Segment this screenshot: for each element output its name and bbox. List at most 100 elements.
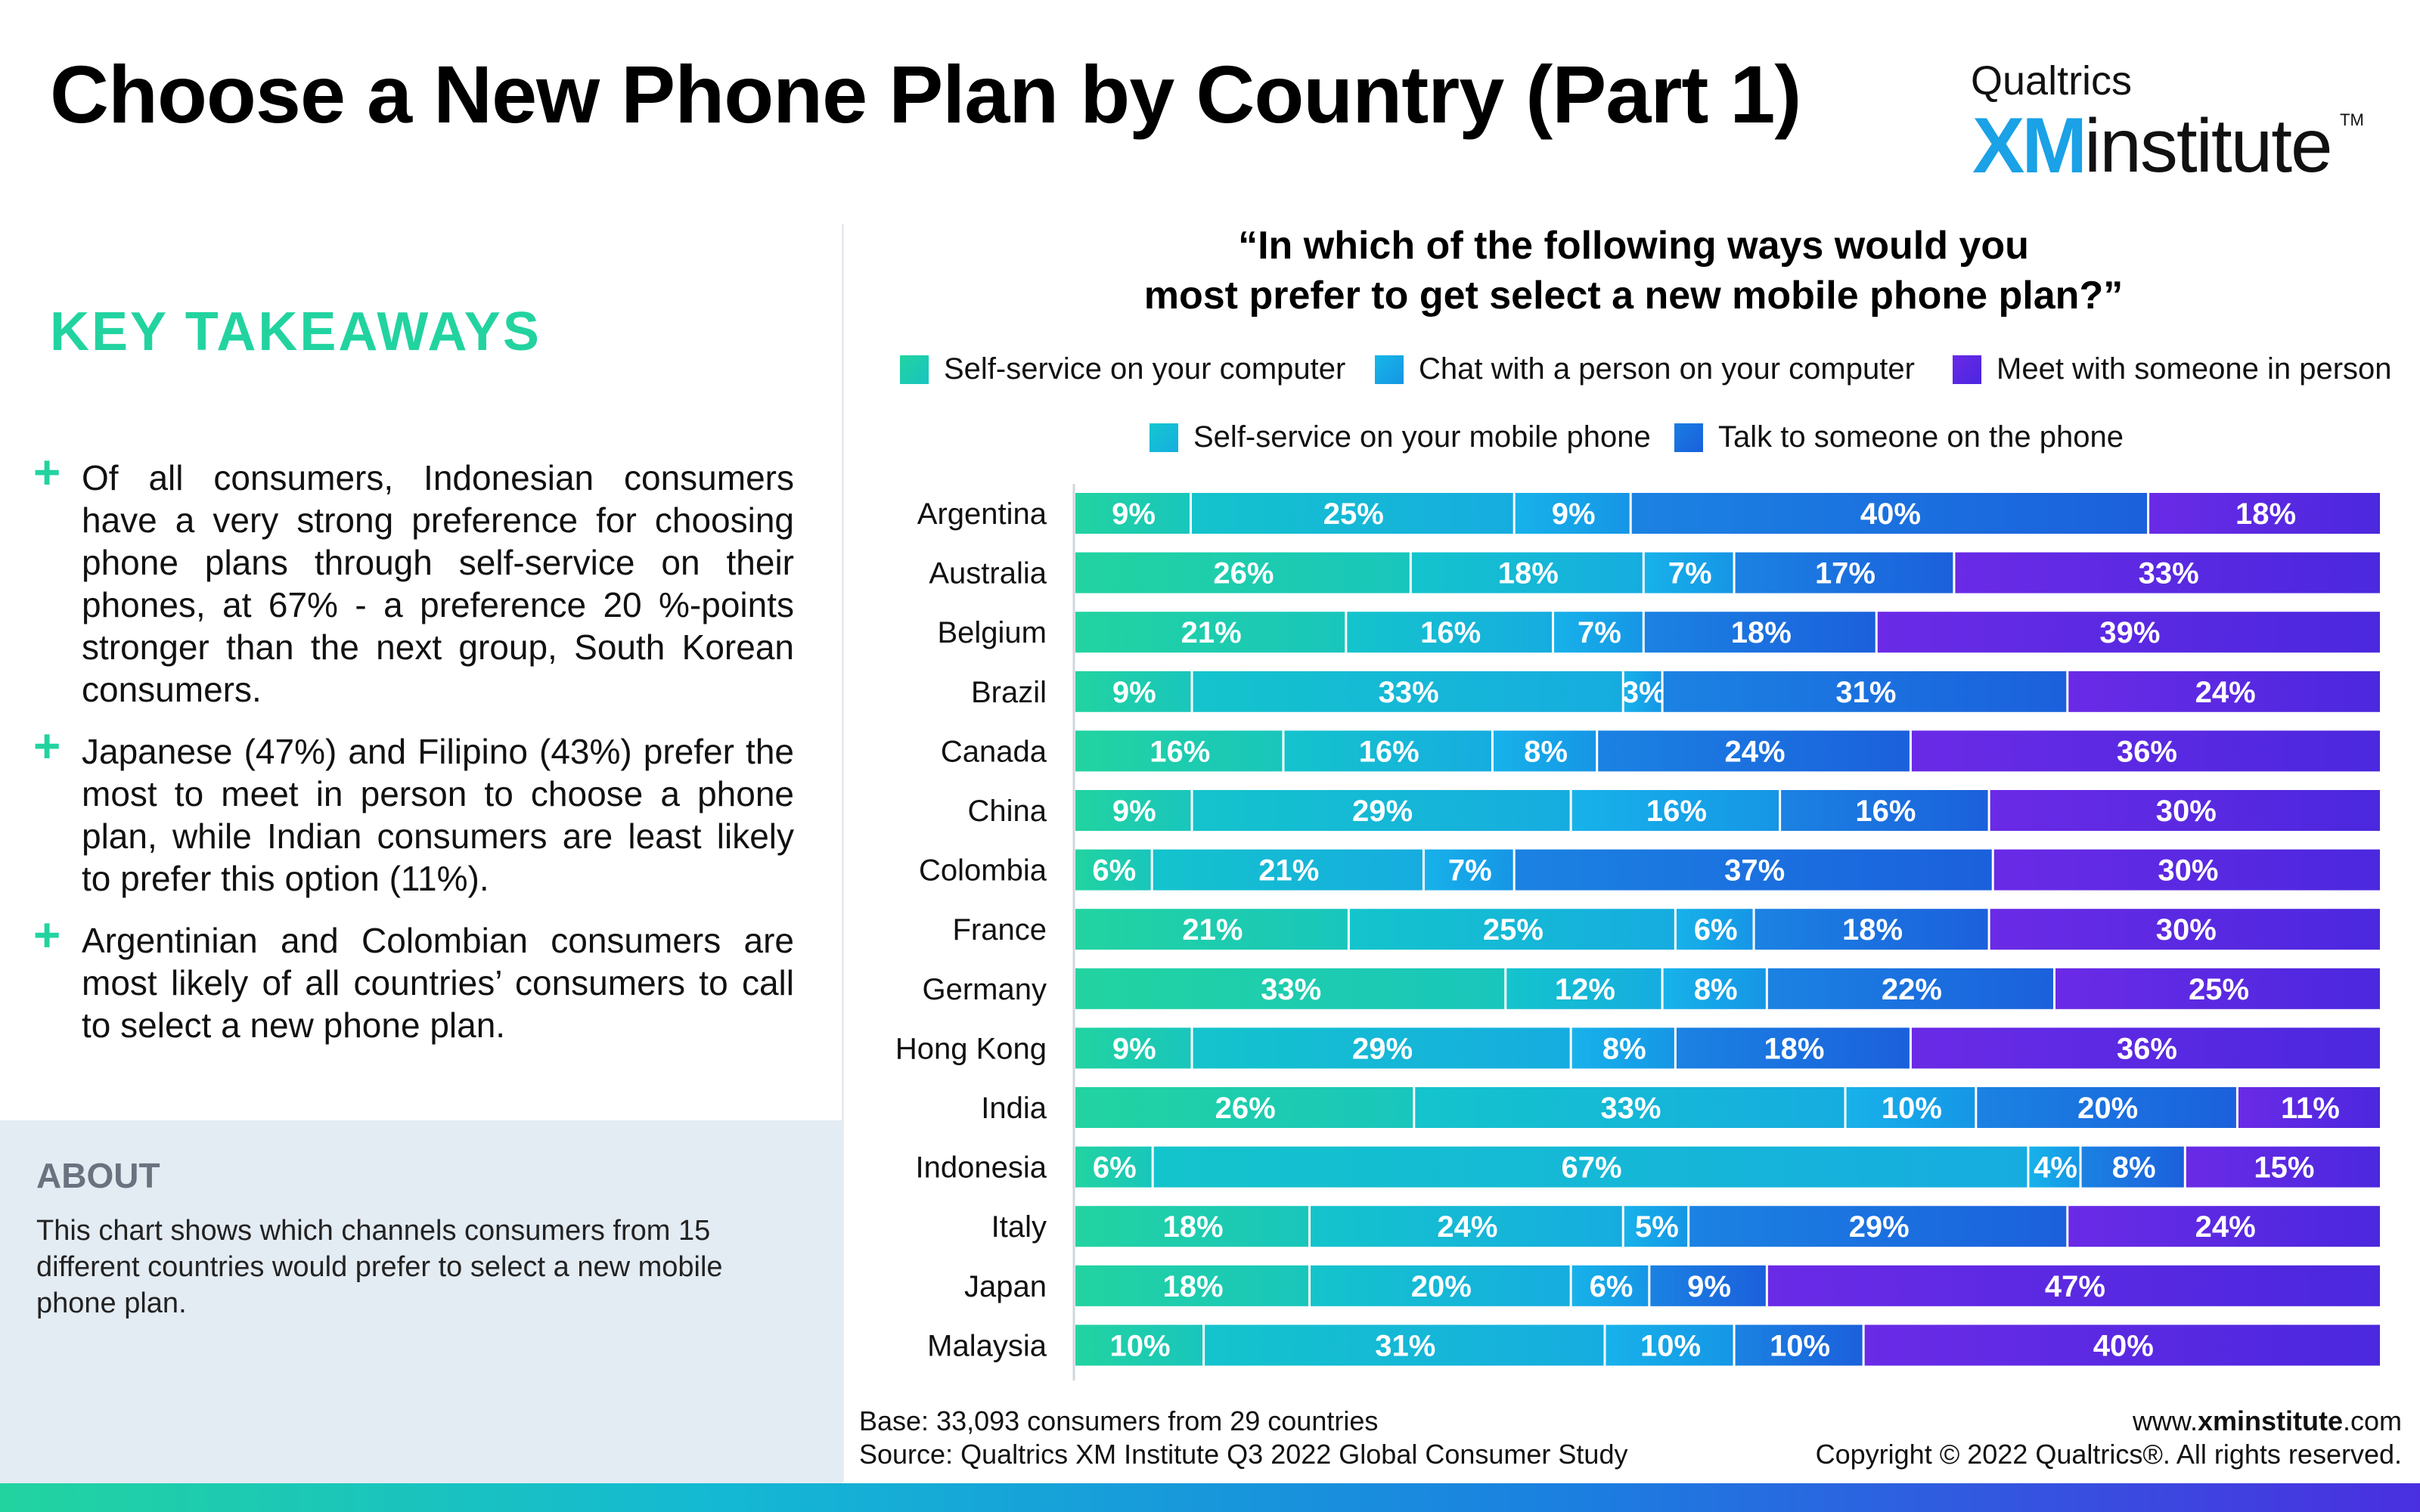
data-label: 33% <box>1379 676 1439 709</box>
data-label: 29% <box>1849 1210 1910 1244</box>
data-label: 24% <box>1437 1210 1497 1244</box>
legend-item-meet-in-person: Meet with someone in person <box>1953 352 2392 386</box>
qualtrics-xm-institute-logo: Qualtrics XM institute TM <box>1971 57 2364 190</box>
legend-swatch <box>1150 423 1178 452</box>
legend-label: Chat with a person on your computer <box>1419 352 1915 386</box>
data-label: 31% <box>1835 676 1896 709</box>
takeaways-list: + Of all consumers, Indonesian consumers… <box>33 447 794 1066</box>
takeaway-text: Japanese (47%) and Filipino (43%) prefer… <box>82 732 794 898</box>
bar-segment <box>1075 730 1283 772</box>
bar-segment <box>1205 1325 1604 1366</box>
data-label: 8% <box>2112 1151 2156 1185</box>
data-label: 8% <box>1602 1032 1646 1065</box>
bar-segment <box>2238 1087 2380 1128</box>
data-label: 24% <box>2195 1210 2256 1244</box>
bar-segment <box>1663 671 2067 712</box>
bar-segment <box>1515 493 1630 534</box>
takeaway-item: + Japanese (47%) and Filipino (43%) pref… <box>33 720 794 900</box>
bar-segment <box>2029 1146 2080 1188</box>
plus-icon: + <box>33 720 61 773</box>
data-label: 40% <box>1860 497 1921 531</box>
website-link[interactable]: www.xminstitute.com <box>2132 1405 2402 1436</box>
bar-segment <box>2186 1146 2380 1188</box>
data-label: 33% <box>1261 973 1321 1006</box>
logo-institute: institute <box>2084 104 2333 188</box>
bar-segment <box>1676 1027 1910 1069</box>
bar-segment <box>1284 730 1491 772</box>
data-label: 10% <box>1110 1329 1171 1362</box>
data-label: 25% <box>1323 497 1384 531</box>
data-label: 40% <box>2093 1329 2154 1362</box>
bar-segment <box>1075 968 1505 1009</box>
category-label: India <box>981 1092 1047 1125</box>
category-label: Indonesia <box>916 1151 1047 1185</box>
takeaway-text: Argentinian and Colombian consumers are … <box>82 921 794 1045</box>
bar-segment <box>1977 1087 2236 1128</box>
data-label: 18% <box>1731 616 1792 649</box>
page-title: Choose a New Phone Plan by Country (Part… <box>50 48 1801 140</box>
bar-segment <box>1191 493 1513 534</box>
bar-segment <box>1515 849 1992 891</box>
bar-segment <box>1911 730 2380 772</box>
legend-label: Talk to someone on the phone <box>1718 420 2124 454</box>
bar-segment <box>1990 909 2380 950</box>
logo-brand: Qualtrics <box>1971 58 2133 104</box>
data-label: 39% <box>2099 616 2160 649</box>
data-label: 16% <box>1646 795 1707 828</box>
data-label: 3% <box>1622 676 1666 709</box>
bar-segment <box>2068 1206 2380 1247</box>
data-label: 16% <box>1150 735 1210 768</box>
data-label: 7% <box>1448 854 1492 888</box>
bar-segment <box>1075 1146 1152 1188</box>
data-label: 33% <box>2139 557 2199 590</box>
stacked-bar-chart: Argentina 9% 25% 9% 40% 18% Australia 26% 18% 7% 1… <box>895 484 2380 1380</box>
source-note: Source: Qualtrics XM Institute Q3 2022 G… <box>859 1439 1628 1470</box>
bar-segment <box>1153 849 1423 891</box>
data-label: 5% <box>1635 1210 1679 1244</box>
logo-xm: XM <box>1972 102 2087 190</box>
bar-segment <box>1349 909 1674 950</box>
bar-segment <box>1554 612 1643 653</box>
footer-credits: www.xminstitute.com Copyright © 2022 Qua… <box>1816 1405 2402 1471</box>
bar-segment <box>1493 730 1596 772</box>
data-label: 10% <box>1882 1092 1942 1125</box>
about-panel: ABOUT This chart shows which channels co… <box>0 1120 842 1483</box>
bar-segment <box>1911 1027 2380 1069</box>
bar-segment <box>1990 790 2380 831</box>
legend-label: Self-service on your mobile phone <box>1193 420 1651 454</box>
category-label: Hong Kong <box>895 1032 1047 1065</box>
bar-segment <box>1311 1206 1622 1247</box>
legend-item-self-service-computer: Self-service on your computer <box>900 352 1345 386</box>
bar-segment <box>1735 1325 1863 1366</box>
data-label: 15% <box>2254 1151 2314 1185</box>
data-label: 9% <box>1112 497 1156 531</box>
bar-segment <box>1767 1265 2380 1306</box>
bar-segment <box>1075 552 1410 593</box>
bar-segment <box>1631 493 2148 534</box>
bar-segment <box>1415 1087 1844 1128</box>
legend-item-talk-phone: Talk to someone on the phone <box>1674 420 2124 454</box>
chart-title-line1: “In which of the following ways would yo… <box>1238 224 2029 268</box>
data-label: 36% <box>2117 735 2177 768</box>
bar-segment <box>1193 1027 1570 1069</box>
data-label: 16% <box>1855 795 1916 828</box>
bar-segment <box>1424 849 1513 891</box>
footer-notes: Base: 33,093 consumers from 29 countries… <box>859 1405 1627 1471</box>
bar-segment <box>1075 493 1190 534</box>
bar-segment <box>2068 671 2380 712</box>
data-label: 31% <box>1375 1329 1435 1362</box>
bar-segment <box>1735 552 1953 593</box>
data-label: 25% <box>1483 913 1544 947</box>
legend-label: Self-service on your computer <box>944 352 1346 386</box>
category-label: Italy <box>991 1210 1047 1244</box>
bar-segment <box>1624 1206 1688 1247</box>
bar-segment <box>1644 612 1876 653</box>
data-label: 9% <box>1687 1270 1731 1303</box>
bar-segment <box>1846 1087 1975 1128</box>
bar-segment <box>1606 1325 1733 1366</box>
category-label: Malaysia <box>927 1329 1047 1362</box>
bar-segment <box>1650 1265 1766 1306</box>
legend-item-chat-computer: Chat with a person on your computer <box>1375 352 1915 386</box>
plus-icon: + <box>33 447 61 499</box>
data-label: 21% <box>1182 913 1243 947</box>
